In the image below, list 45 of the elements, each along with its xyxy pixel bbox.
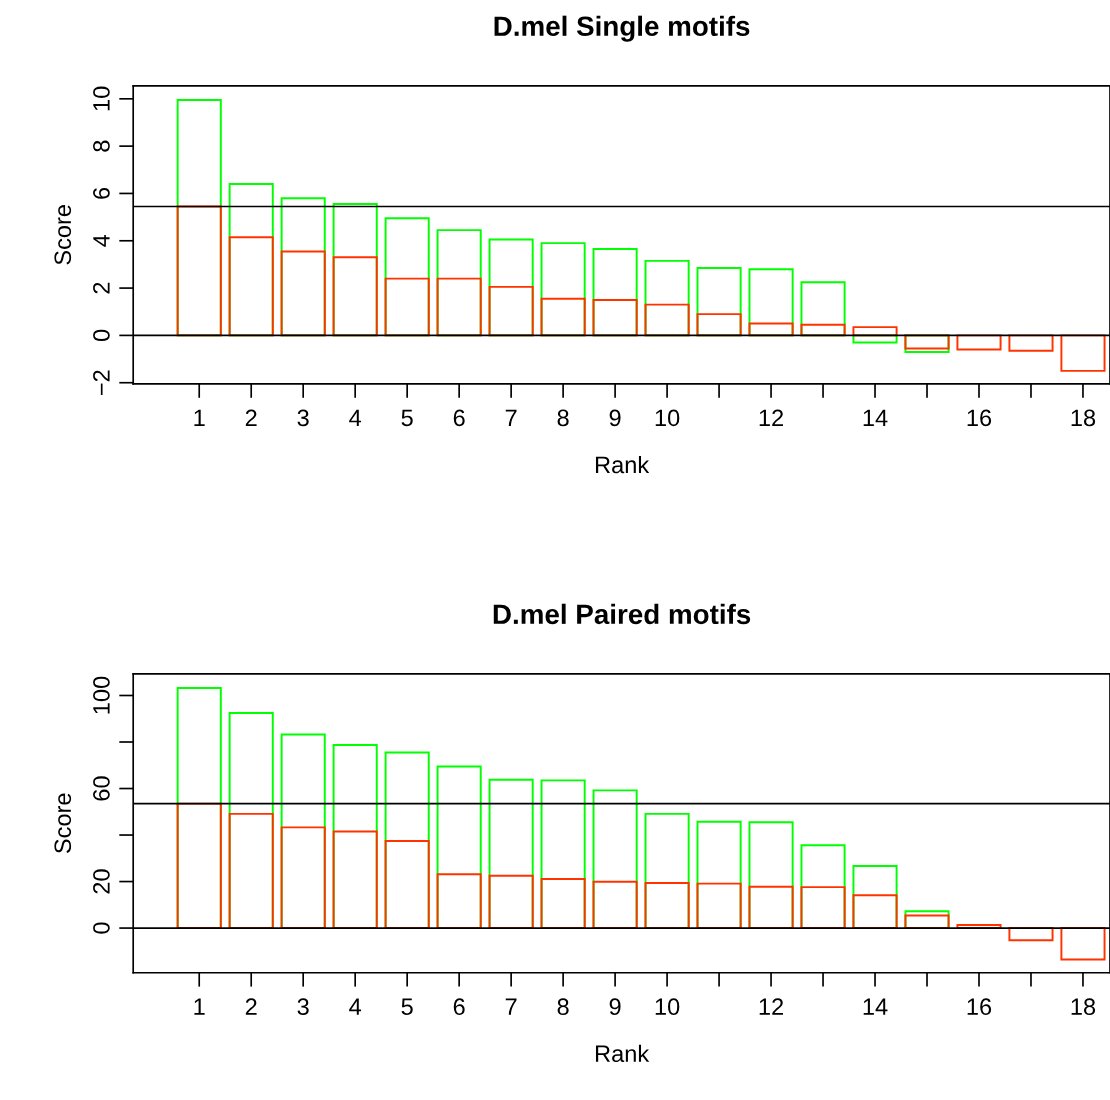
y-axis-title: Score [54,793,72,854]
y-tick-label: 0 [93,329,110,342]
x-tick-label: 1 [194,409,205,427]
y-tick-label: 6 [93,187,110,199]
x-tick-label: 16 [967,998,992,1016]
x-tick-label: 4 [349,998,362,1015]
x-tick-label: 5 [401,998,413,1016]
x-tick-label: 12 [759,409,783,427]
y-axis-title: Score [54,205,72,265]
chart-title: D.mel Paired motifs [493,603,751,625]
y-tick-label: 2 [93,282,110,294]
x-tick-label: 1 [194,998,205,1015]
y-tick-label: 100 [93,676,110,714]
chart-title: D.mel Single motifs [494,15,750,42]
x-tick-label: 2 [245,998,257,1015]
x-tick-label: 14 [863,998,888,1015]
x-tick-label: 5 [401,409,413,427]
x-tick-label: 18 [1071,998,1096,1016]
x-tick-label: 10 [655,409,680,427]
x-tick-label: 18 [1071,409,1096,427]
x-axis-title: Rank [595,1044,650,1063]
y-tick-label: 60 [93,776,110,801]
x-tick-label: 8 [557,998,569,1016]
y-tick-label: −2 [93,370,110,396]
x-tick-label: 3 [297,409,309,427]
x-tick-label: 7 [505,409,517,427]
x-tick-label: 6 [453,998,465,1016]
x-tick-label: 10 [655,998,680,1016]
x-tick-label: 9 [609,409,621,427]
x-tick-label: 9 [609,998,621,1016]
x-tick-label: 12 [759,998,783,1015]
y-tick-label: 8 [93,140,110,152]
x-tick-label: 2 [245,409,257,427]
y-tick-label: 10 [93,86,110,111]
y-tick-label: 4 [93,234,110,247]
x-axis-title: Rank [595,455,650,474]
x-tick-label: 8 [557,409,569,427]
x-tick-label: 4 [349,409,362,427]
x-tick-label: 7 [505,998,517,1015]
x-tick-label: 3 [297,998,309,1016]
x-tick-label: 14 [863,409,888,427]
x-tick-label: 16 [967,409,992,427]
x-tick-label: 6 [453,409,465,427]
y-tick-label: 20 [93,869,110,894]
y-tick-label: 0 [93,922,110,934]
